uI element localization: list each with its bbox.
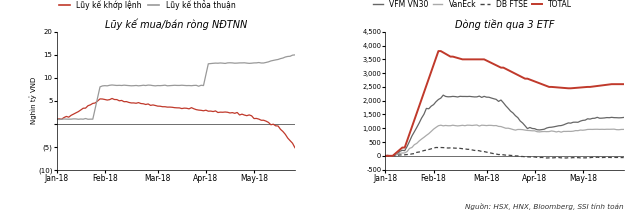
Y-axis label: Nghìn tỷ VND: Nghìn tỷ VND [29, 77, 37, 124]
Title: Lũy kế mua/bán ròng NĐTNN: Lũy kế mua/bán ròng NĐTNN [105, 18, 247, 30]
Title: Dòng tiền qua 3 ETF: Dòng tiền qua 3 ETF [455, 19, 554, 30]
Legend: Lũy kế khớp lệnh, Lũy kế thỏa thuận: Lũy kế khớp lệnh, Lũy kế thỏa thuận [55, 0, 238, 13]
Legend: VFM VN30, VanEck, DB FTSE, TOTAL: VFM VN30, VanEck, DB FTSE, TOTAL [370, 0, 575, 12]
Text: Nguồn: HSX, HNX, Bloomberg, SSI tính toán: Nguồn: HSX, HNX, Bloomberg, SSI tính toá… [465, 203, 624, 210]
